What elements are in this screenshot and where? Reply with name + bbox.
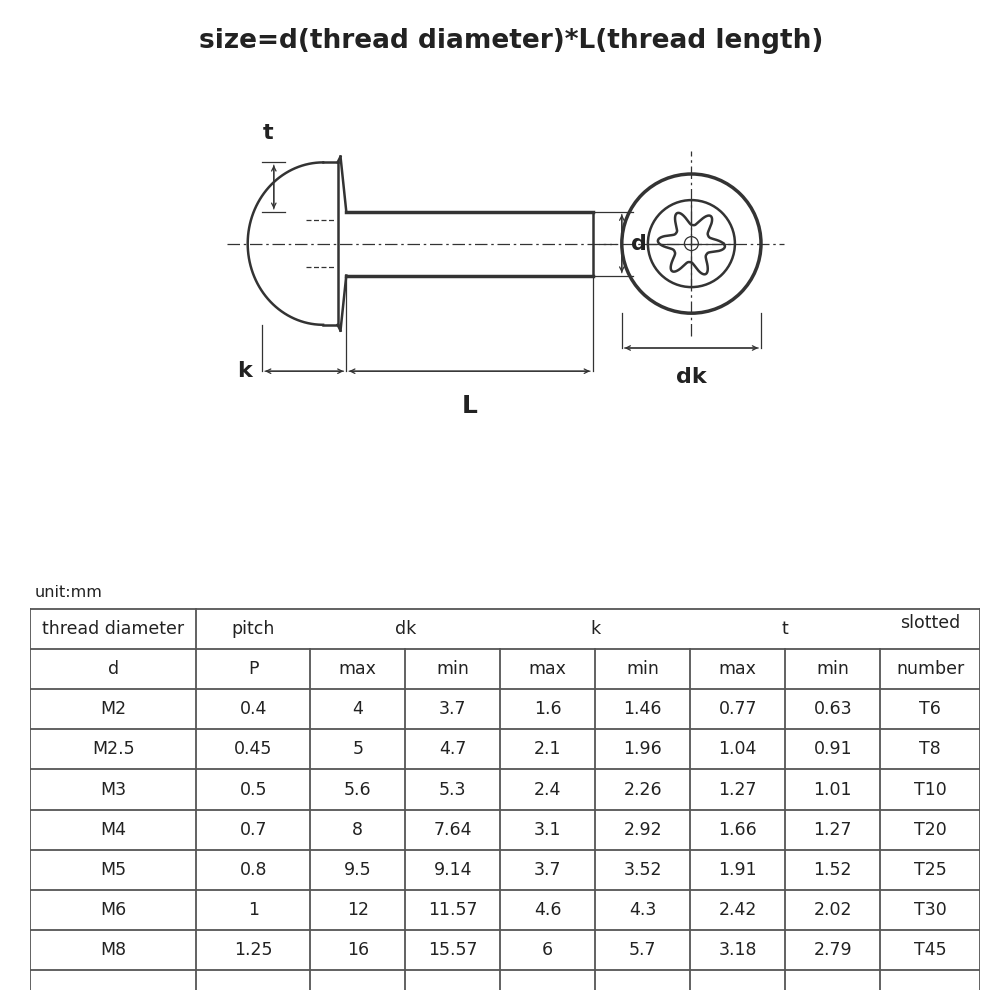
Text: T25: T25 (914, 861, 946, 879)
Text: 4.7: 4.7 (439, 740, 466, 758)
Text: T45: T45 (914, 941, 946, 959)
Text: thread diameter: thread diameter (42, 620, 184, 638)
Text: M5: M5 (100, 861, 126, 879)
Text: M3: M3 (100, 781, 126, 799)
Text: 1.6: 1.6 (534, 700, 562, 718)
Text: d: d (631, 234, 647, 254)
Text: max: max (719, 660, 757, 678)
Text: 2.42: 2.42 (719, 901, 757, 919)
Text: M4: M4 (100, 821, 126, 839)
Text: 11.57: 11.57 (428, 901, 478, 919)
Text: 1.04: 1.04 (719, 740, 757, 758)
Text: min: min (626, 660, 659, 678)
Text: 1.01: 1.01 (814, 781, 852, 799)
Text: 0.4: 0.4 (240, 700, 267, 718)
Text: 6: 6 (542, 941, 553, 959)
Text: 5.3: 5.3 (439, 781, 466, 799)
Text: d: d (108, 660, 119, 678)
Text: 1.91: 1.91 (718, 861, 757, 879)
Text: 1.52: 1.52 (814, 861, 852, 879)
Text: T30: T30 (914, 901, 946, 919)
Text: M2: M2 (100, 700, 126, 718)
Text: 5.7: 5.7 (629, 941, 656, 959)
Text: 1.46: 1.46 (624, 700, 662, 718)
Text: dk: dk (676, 367, 707, 387)
Text: k: k (590, 620, 600, 638)
Text: M6: M6 (100, 901, 126, 919)
Text: t: t (263, 123, 273, 143)
Text: 4.3: 4.3 (629, 901, 656, 919)
Text: 1: 1 (248, 901, 259, 919)
Text: number: number (896, 660, 964, 678)
Text: T10: T10 (914, 781, 946, 799)
Text: T8: T8 (919, 740, 941, 758)
Text: 0.8: 0.8 (240, 861, 267, 879)
Text: 0.63: 0.63 (813, 700, 852, 718)
Text: L: L (462, 394, 477, 418)
Text: 3.18: 3.18 (718, 941, 757, 959)
Text: 2.79: 2.79 (813, 941, 852, 959)
Text: 9.14: 9.14 (434, 861, 472, 879)
Text: T6: T6 (919, 700, 941, 718)
Text: 15.57: 15.57 (428, 941, 478, 959)
Text: 3.1: 3.1 (534, 821, 562, 839)
Text: 3.7: 3.7 (534, 861, 562, 879)
Text: M2.5: M2.5 (92, 740, 134, 758)
Text: 5.6: 5.6 (344, 781, 372, 799)
Text: 4.6: 4.6 (534, 901, 562, 919)
Text: 9.5: 9.5 (344, 861, 372, 879)
Text: k: k (237, 361, 252, 381)
Text: min: min (436, 660, 469, 678)
Text: size=d(thread diameter)*L(thread length): size=d(thread diameter)*L(thread length) (199, 28, 824, 54)
Text: 2.26: 2.26 (623, 781, 662, 799)
Text: 8: 8 (352, 821, 363, 839)
Text: unit:mm: unit:mm (35, 585, 103, 600)
Text: 0.45: 0.45 (234, 740, 272, 758)
Text: 1.25: 1.25 (234, 941, 272, 959)
Text: 3.52: 3.52 (624, 861, 662, 879)
Text: 3.7: 3.7 (439, 700, 466, 718)
Text: 1.66: 1.66 (718, 821, 757, 839)
Text: 12: 12 (347, 901, 369, 919)
Text: 1.27: 1.27 (814, 821, 852, 839)
Text: dk: dk (395, 620, 416, 638)
Text: 4: 4 (352, 700, 363, 718)
Text: 0.5: 0.5 (240, 781, 267, 799)
Text: 2.92: 2.92 (623, 821, 662, 839)
Text: min: min (816, 660, 849, 678)
Text: M8: M8 (100, 941, 126, 959)
Text: 0.7: 0.7 (240, 821, 267, 839)
Text: 2.02: 2.02 (814, 901, 852, 919)
Text: t: t (782, 620, 789, 638)
Text: 16: 16 (347, 941, 369, 959)
Text: max: max (339, 660, 377, 678)
Text: 1.96: 1.96 (623, 740, 662, 758)
Text: 1.27: 1.27 (718, 781, 757, 799)
Text: 2.4: 2.4 (534, 781, 561, 799)
Text: 7.64: 7.64 (434, 821, 472, 839)
Text: max: max (529, 660, 567, 678)
Text: pitch: pitch (232, 620, 275, 638)
Text: 2.1: 2.1 (534, 740, 562, 758)
Text: 0.91: 0.91 (813, 740, 852, 758)
Text: T20: T20 (914, 821, 946, 839)
Text: P: P (248, 660, 258, 678)
Text: 5: 5 (352, 740, 363, 758)
Text: 0.77: 0.77 (718, 700, 757, 718)
Text: slotted: slotted (900, 614, 960, 632)
